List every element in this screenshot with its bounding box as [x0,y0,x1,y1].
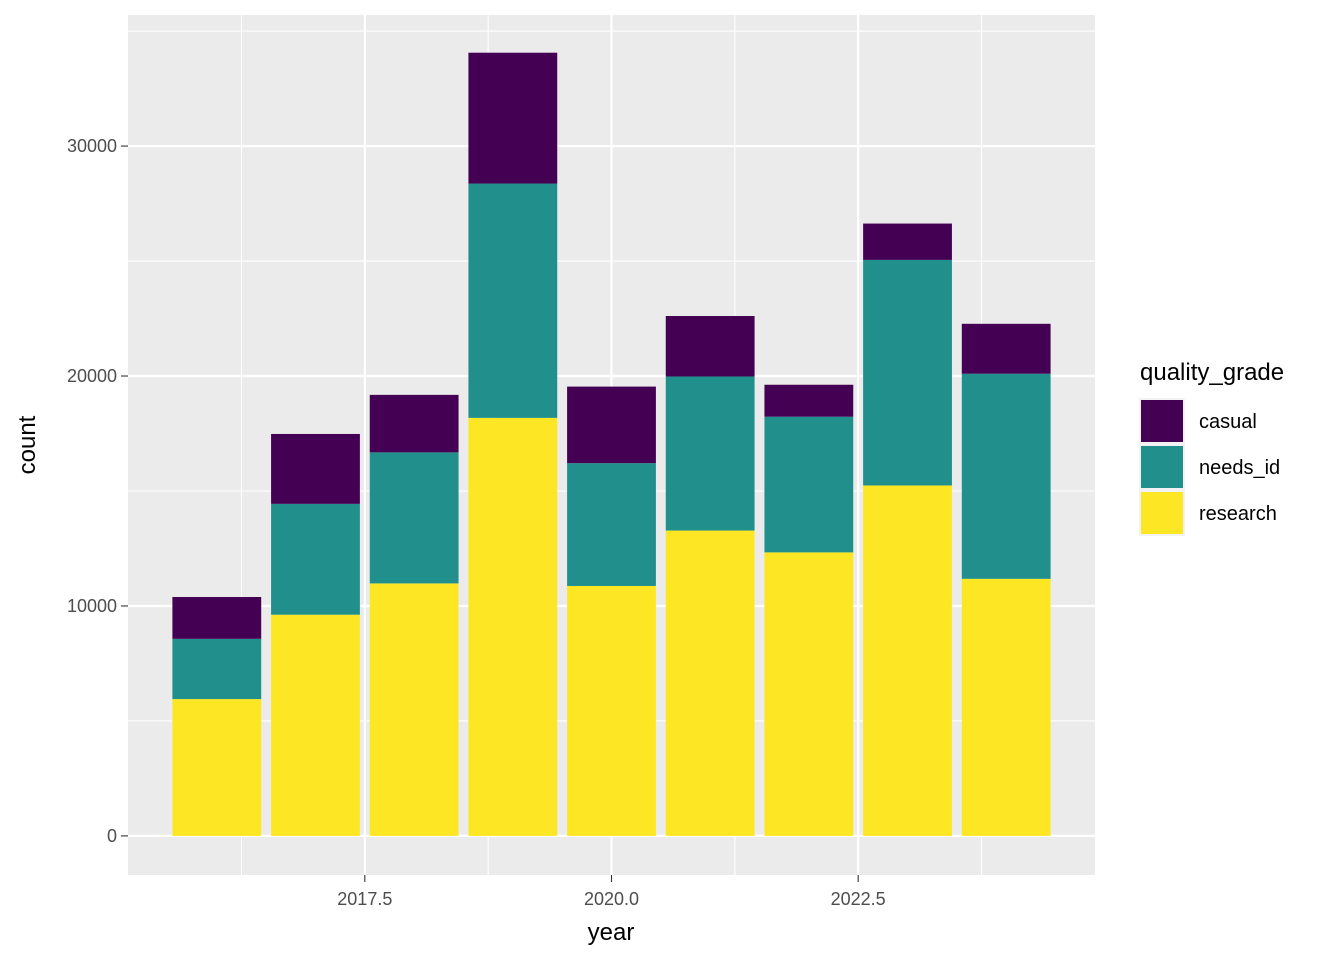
bar-2017-needs_id [271,503,360,615]
legend-key-needs_id [1141,446,1183,488]
bar-2023-needs_id [863,259,952,486]
bar-2018-research [369,583,459,836]
x-tick-label: 2020.0 [584,889,639,909]
legend-label-research: research [1199,503,1277,525]
x-axis-title: year [588,919,635,946]
bar-2018-casual [369,394,459,453]
bar-2021-casual [665,316,755,377]
bar-2016-needs_id [172,638,262,700]
bar-2021-needs_id [665,376,755,531]
legend: quality_grade casual needs_id research [1139,359,1284,536]
bar-2020-research [567,585,656,836]
legend-title: quality_grade [1140,359,1284,386]
bar-2017-research [271,614,360,836]
bar-2023-research [863,485,952,836]
bar-2019-casual [468,52,558,184]
y-axis: 0 10000 20000 30000 [67,136,128,846]
x-tick-label: 2017.5 [337,889,392,909]
y-tick-label: 10000 [67,596,117,616]
x-tick-label: 2022.5 [831,889,886,909]
bar-2019-needs_id [468,183,558,418]
bar-2018-needs_id [369,452,459,584]
bar-2016-casual [172,596,262,639]
bar-2020-needs_id [567,463,656,586]
bar-2024-casual [961,323,1051,374]
x-axis: 2017.5 2020.0 2022.5 [337,875,886,909]
bar-2017-casual [271,433,360,504]
bar-2016-research [172,699,262,836]
y-tick-label: 30000 [67,136,117,156]
bar-2019-research [468,417,558,836]
legend-key-research [1141,492,1183,534]
bar-2024-needs_id [961,373,1051,579]
bar-2020-casual [567,386,656,464]
y-axis-title: count [14,415,41,474]
bars [172,52,1051,836]
legend-key-casual [1141,400,1183,442]
bar-2021-research [665,530,755,836]
y-tick-label: 0 [107,826,117,846]
y-tick-label: 20000 [67,366,117,386]
bar-2022-casual [764,384,854,417]
bar-2022-needs_id [764,416,854,553]
bar-2023-casual [863,223,952,260]
bar-2024-research [961,578,1051,836]
legend-label-casual: casual [1199,411,1257,433]
bar-2022-research [764,552,854,836]
legend-label-needs_id: needs_id [1199,457,1280,479]
